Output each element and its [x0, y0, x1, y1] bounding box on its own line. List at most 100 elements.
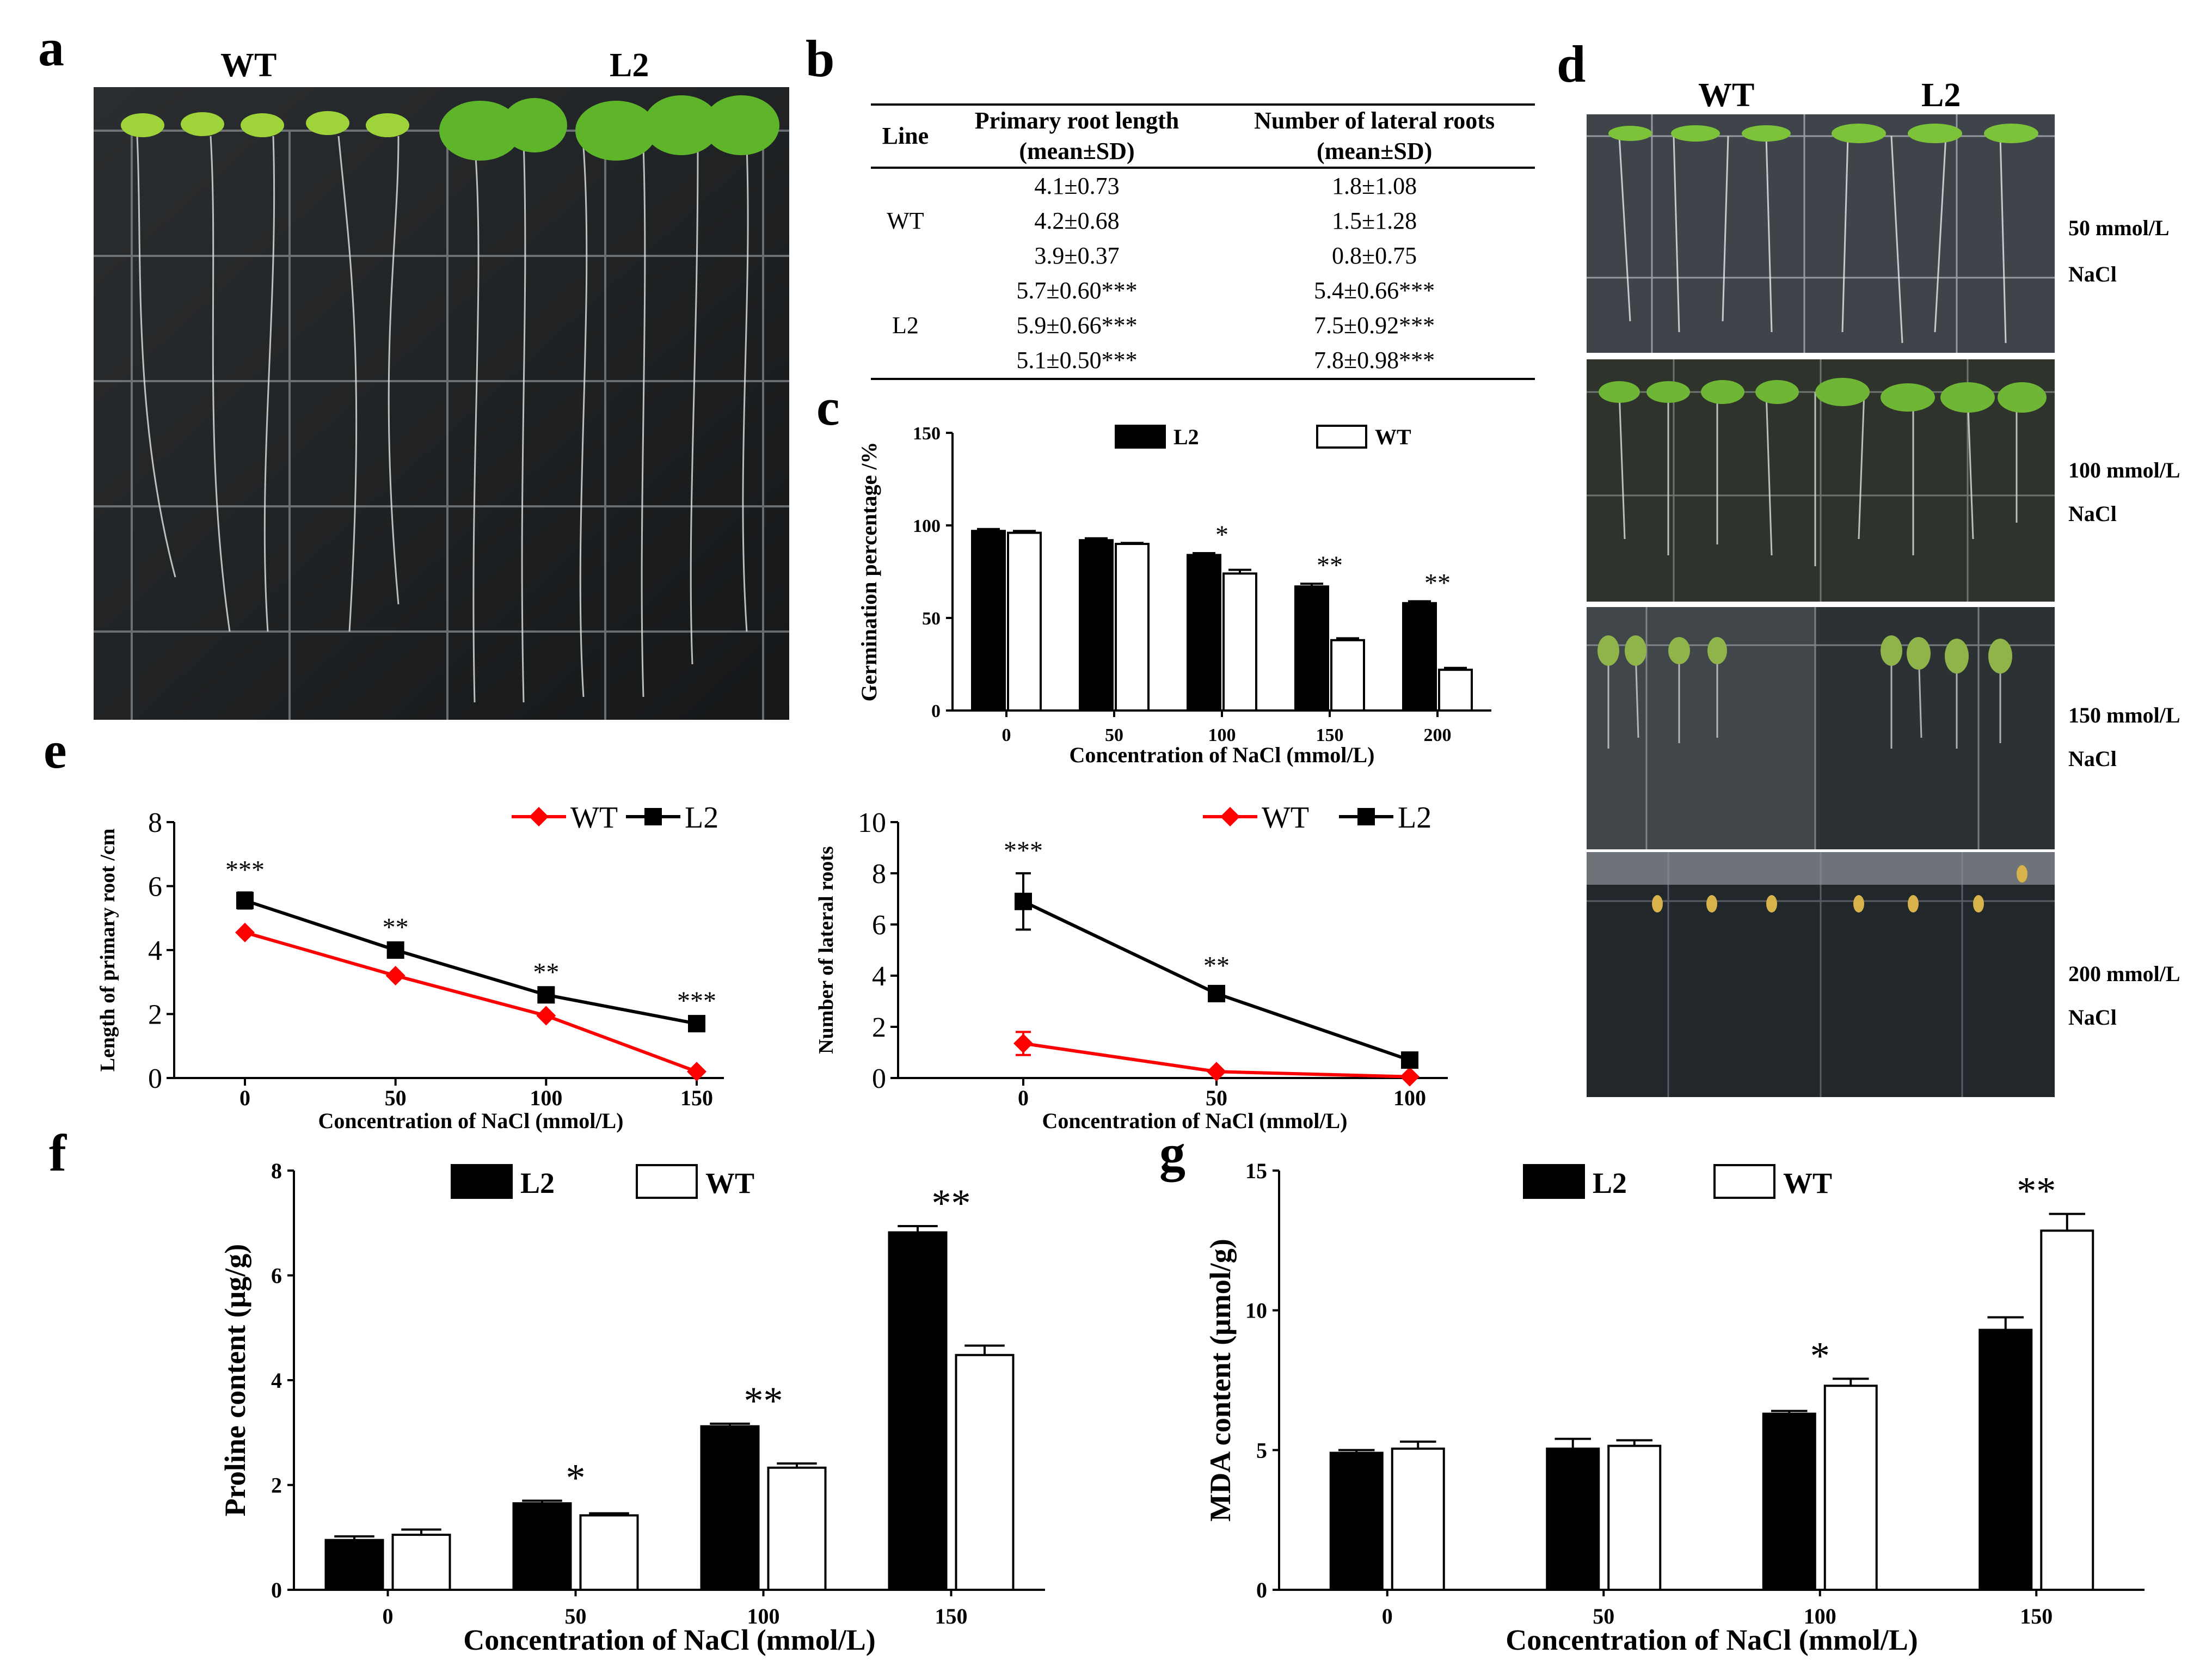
bar-wt [1222, 572, 1257, 712]
x-axis-label: Concentration of NaCl (mmol/L) [1069, 743, 1374, 767]
data-point-wt [1207, 1062, 1226, 1082]
data-point-l2 [1401, 1051, 1418, 1069]
table-row: 4.1±0.73 1.8±1.08 [871, 168, 1535, 204]
y-tick-label: 4 [148, 935, 162, 966]
cond-150-salt: NaCl [2068, 746, 2117, 771]
seedling-photo-a [94, 87, 789, 720]
cell-lateral: 0.8±0.75 [1332, 242, 1417, 269]
significance-mark: * [1215, 520, 1228, 549]
bar-l2 [1402, 602, 1437, 712]
data-point-l2 [386, 941, 404, 959]
series-line-wt [244, 930, 698, 1074]
photo-d-100-svg [1587, 359, 2055, 602]
photo-d-150-svg [1587, 607, 2055, 849]
bar-wt [1823, 1385, 1878, 1591]
seedling-photo-d-50 [1587, 114, 2055, 353]
th-lateral-roots: Number of lateral roots (mean±SD) [1214, 105, 1535, 168]
y-tick-label: 0 [271, 1578, 282, 1602]
cell-primary: 5.1±0.50*** [1016, 347, 1138, 373]
bar-l2 [1079, 539, 1114, 712]
significance-mark: * [1810, 1334, 1830, 1377]
series-line-l2 [244, 899, 697, 1026]
y-tick-label: 15 [1245, 1159, 1267, 1183]
cell-line [871, 238, 940, 273]
x-tick-label: 100 [747, 1604, 780, 1628]
x-tick-label: 50 [385, 1086, 407, 1110]
seedling-photo-a-svg [94, 87, 789, 720]
x-tick-label: 50 [565, 1604, 587, 1628]
y-tick-label: 2 [872, 1012, 886, 1043]
y-tick-label: 5 [1256, 1438, 1267, 1462]
bar-wt [767, 1466, 827, 1591]
data-point-wt [385, 966, 405, 985]
significance-mark: *** [677, 987, 716, 1015]
bar-wt [1330, 639, 1365, 712]
th-line: Line [882, 123, 929, 149]
x-tick-label: 100 [1208, 725, 1236, 745]
y-tick-label: 50 [922, 609, 941, 629]
cell-lateral: 5.4±0.66*** [1314, 277, 1435, 304]
panel-letter-c: c [816, 378, 840, 436]
data-point-wt [687, 1062, 706, 1082]
legend-swatch-l2 [1115, 425, 1166, 449]
panel-letter-d: d [1557, 35, 1586, 93]
legend-label: WT [1262, 801, 1309, 835]
y-tick-label: 10 [858, 807, 886, 838]
cond-100-conc: 100 mmol/L [2068, 458, 2180, 482]
legend-label: WT [570, 801, 618, 835]
y-tick-label: 150 [913, 424, 941, 444]
panel-letter-g: g [1159, 1124, 1185, 1182]
x-axis-label: Concentration of NaCl (mmol/L) [318, 1109, 623, 1132]
bar-l2 [1329, 1452, 1384, 1591]
data-point-wt [235, 922, 255, 942]
cell-primary: 4.1±0.73 [1034, 173, 1120, 199]
data-point-wt [536, 1006, 556, 1026]
cond-200-salt: NaCl [2068, 1005, 2117, 1030]
legend-label: WT [1783, 1167, 1832, 1199]
y-tick-label: 4 [271, 1368, 282, 1393]
bar-wt [1391, 1447, 1445, 1591]
cell-primary: 5.7±0.60*** [1016, 277, 1138, 304]
x-tick-label: 0 [1382, 1604, 1393, 1628]
significance-mark: ** [383, 913, 409, 942]
y-tick-label: 0 [931, 701, 941, 721]
significance-mark: ** [932, 1181, 971, 1225]
x-tick-label: 150 [935, 1604, 968, 1628]
cell-lateral: 1.8±1.08 [1332, 173, 1417, 199]
chart-f-proline: 0 2 4 6 8 0 50 * 100 ** 150 ** Concentration of NaCl… [219, 1159, 1045, 1656]
bar-l2 [971, 530, 1006, 712]
significance-mark: ** [744, 1379, 783, 1423]
table-row: 5.7±0.60*** 5.4±0.66*** [871, 273, 1535, 308]
cond-50-salt: NaCl [2068, 262, 2117, 286]
seedling-photo-d-150 [1587, 607, 2055, 849]
bar-l2 [1546, 1447, 1600, 1591]
cell-line [871, 343, 940, 379]
cell-line [871, 273, 940, 308]
th-primary-root: Primary root length (mean±SD) [940, 105, 1214, 168]
y-axis-label: Length of primary root /cm [96, 829, 119, 1072]
table-row: L2 5.9±0.66*** 7.5±0.92*** [871, 308, 1535, 343]
photo-d-200-svg [1587, 852, 2055, 1097]
root-stats-table: Line Primary root length (mean±SD) Numbe… [871, 103, 1535, 380]
y-tick-label: 6 [148, 872, 162, 903]
legend-label: L2 [685, 801, 718, 835]
significance-mark: ** [1424, 568, 1451, 597]
th-lateral-roots-line1: Number of lateral roots [1254, 107, 1495, 134]
y-tick-label: 2 [271, 1473, 282, 1498]
legend-marker [529, 807, 549, 826]
significance-mark: ** [2017, 1169, 2056, 1213]
th-primary-root-line1: Primary root length [974, 107, 1179, 134]
data-point-l2 [236, 891, 254, 909]
bar-wt [1438, 669, 1473, 712]
seedling-photo-d-200 [1587, 852, 2055, 1097]
legend-swatch-wt [636, 1164, 698, 1199]
significance-mark: ** [1203, 952, 1230, 981]
legend-marker [644, 808, 662, 825]
cell-line: L2 [892, 312, 919, 339]
cond-100-salt: NaCl [2068, 501, 2117, 526]
y-tick-label: 8 [148, 807, 162, 838]
x-tick-label: 0 [383, 1604, 394, 1628]
x-tick-label: 150 [1316, 725, 1344, 745]
